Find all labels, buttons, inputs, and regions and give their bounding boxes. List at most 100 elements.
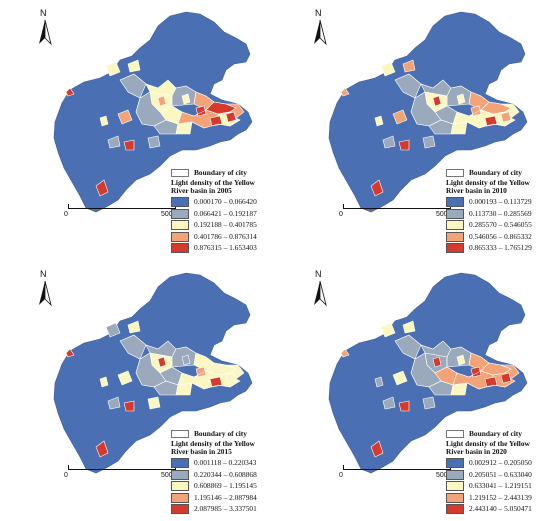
legend-class-label: 0.633041 – 1.219151 [469, 481, 532, 491]
city-region [374, 115, 384, 127]
city-boundary [181, 370, 207, 378]
city-boundary [165, 380, 193, 386]
legend-class-swatch [171, 469, 189, 480]
north-arrow: N [36, 269, 54, 309]
city-boundary [492, 119, 516, 127]
city-boundary [165, 119, 193, 125]
legend-class-row: 0.000170 – 0.066420 [171, 197, 275, 209]
north-arrow: N [311, 8, 329, 48]
scale-bar-line [343, 204, 451, 209]
city-boundary [205, 95, 227, 105]
city-boundary [456, 370, 482, 378]
legend-class-swatch [446, 469, 464, 480]
legend-class-label: 0.000170 – 0.066420 [194, 197, 257, 207]
legend-title: Light density of the Yellow River basin … [171, 439, 275, 457]
city-region [340, 87, 350, 97]
city-boundary [191, 121, 219, 129]
basin-map [328, 272, 528, 474]
basin-map [328, 11, 528, 213]
legend-title: Light density of the Yellow River basin … [171, 178, 275, 196]
city-boundary [205, 356, 227, 366]
city-region [484, 376, 498, 388]
legend-class-label: 0.066421 – 0.192187 [194, 208, 257, 218]
city-region [370, 179, 384, 197]
city-boundary [466, 382, 494, 390]
city-region [402, 320, 416, 334]
boundary-swatch [171, 169, 189, 177]
city-boundary [410, 358, 418, 386]
city-region [209, 115, 223, 127]
city-boundary [424, 352, 436, 374]
city-region [374, 376, 384, 388]
city-boundary [167, 79, 187, 89]
city-region [123, 139, 135, 151]
city-region [398, 139, 410, 151]
city-region [422, 135, 436, 149]
north-label: N [315, 269, 322, 279]
legend-boundary-row: Boundary of city [446, 429, 550, 439]
city-boundary [456, 109, 482, 117]
city-boundary [440, 119, 468, 125]
city-boundary [149, 91, 161, 113]
north-arrow-icon [314, 19, 327, 46]
legend-class-swatch [171, 243, 189, 254]
city-boundary [416, 380, 442, 388]
legend-class-label: 0.002912 – 0.205050 [469, 458, 532, 468]
legend-classes: 0.002912 – 0.205050 0.205051 – 0.633040 0.… [446, 458, 550, 516]
legend: Boundary of city Light density of the Ye… [171, 429, 275, 515]
legend-class-label: 0.001118 – 0.220343 [194, 458, 257, 468]
legend-boundary-row: Boundary of city [171, 168, 275, 178]
legend: Boundary of city Light density of the Ye… [171, 168, 275, 254]
legend-title-line1: Light density of the Yellow [171, 178, 255, 187]
city-region [392, 109, 408, 125]
legend-classes: 0.001118 – 0.220343 0.220344 – 0.608868 0.… [171, 458, 275, 516]
legend-class-swatch [171, 458, 189, 469]
scale-bar-line [68, 465, 176, 470]
legend: Boundary of city Light density of the Ye… [446, 429, 550, 515]
city-region [105, 322, 121, 338]
city-region [123, 400, 135, 412]
legend-class-row: 2.087985 – 3.337501 [171, 504, 275, 516]
legend-class-label: 0.546056 – 0.865332 [469, 231, 532, 241]
legend-class-row: 0.205051 – 0.633040 [446, 469, 550, 481]
boundary-swatch [171, 430, 189, 438]
north-arrow: N [311, 269, 329, 309]
legend-class-label: 0.205051 – 0.633040 [469, 469, 532, 479]
city-boundary [480, 356, 502, 366]
north-arrow: N [36, 8, 54, 48]
boundary-label: Boundary of city [194, 167, 247, 177]
city-boundary [141, 380, 167, 388]
city-boundary [205, 370, 231, 376]
legend-class-swatch [171, 492, 189, 503]
city-region [456, 93, 466, 105]
city-boundary [191, 382, 219, 390]
map-panel-2005: N 0 500 km Boundary of city Light densit… [0, 0, 275, 260]
city-region [181, 354, 191, 366]
city-region [392, 370, 408, 386]
city-region [225, 372, 237, 384]
city-boundary [135, 97, 143, 125]
city-region [99, 115, 109, 127]
scale-bar-line [343, 465, 451, 470]
city-region [484, 115, 498, 127]
city-region [382, 396, 396, 410]
legend-class-label: 0.192188 – 0.401785 [194, 220, 257, 230]
city-boundary [181, 109, 207, 117]
city-boundary [424, 91, 436, 113]
legend-class-swatch [171, 504, 189, 515]
city-boundary [193, 352, 197, 366]
city-region [456, 354, 466, 366]
city-boundary [225, 364, 237, 370]
city-region [127, 59, 141, 73]
scale-zero-label: 0 [339, 211, 343, 218]
city-boundary [466, 121, 494, 129]
legend-class-swatch [446, 481, 464, 492]
city-boundary [468, 91, 472, 105]
scale-zero-label: 0 [64, 472, 68, 479]
city-boundary [442, 79, 462, 89]
city-region [107, 396, 121, 410]
legend-title: Light density of the Yellow River basin … [446, 439, 550, 457]
legend-class-row: 0.000193 – 0.113729 [446, 197, 550, 209]
legend-title: Light density of the Yellow River basin … [446, 178, 550, 196]
basin-map [53, 11, 253, 213]
